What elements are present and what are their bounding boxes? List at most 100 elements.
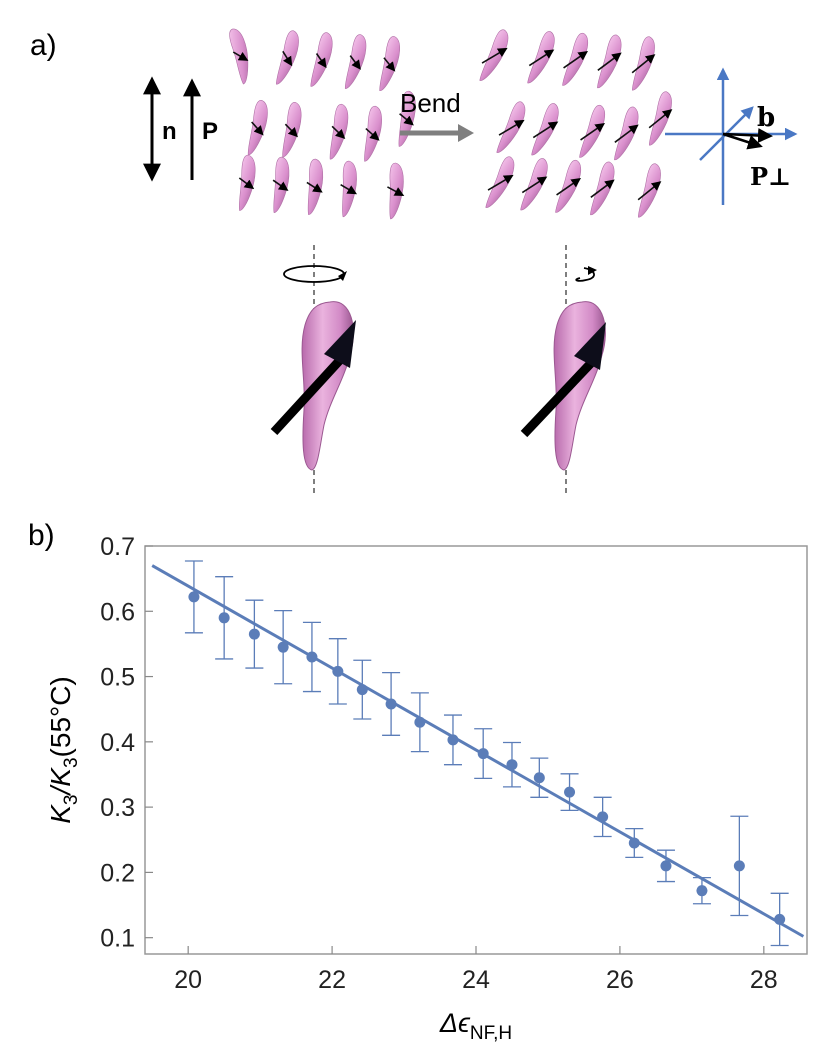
x-tick-label: 28 <box>750 966 778 994</box>
x-tick-label: 24 <box>462 966 490 994</box>
molecule-icon <box>478 27 513 86</box>
molecule-icon <box>519 156 552 215</box>
data-point <box>382 671 401 736</box>
data-marker <box>414 716 426 728</box>
fit-line-segment <box>151 564 805 938</box>
x-tick-label: 26 <box>606 966 634 994</box>
molecule-icon <box>227 26 256 85</box>
data-marker <box>188 591 200 603</box>
data-point <box>625 828 644 859</box>
data-marker <box>506 759 518 771</box>
x-tick-label: 20 <box>174 966 202 994</box>
axis-triad-icon <box>665 67 798 205</box>
molecule-cluster-unbent <box>227 26 418 220</box>
data-marker <box>385 698 397 710</box>
x-axis: 20 22 24 26 28 <box>174 946 778 994</box>
molecule-icon <box>328 103 351 162</box>
b-vector-label: b <box>757 103 775 133</box>
data-point <box>184 560 203 634</box>
y-axis-title: K3/K3(55°C) <box>45 676 82 824</box>
data-marker <box>597 811 609 823</box>
data-point <box>593 796 612 838</box>
data-point <box>443 714 462 766</box>
n-label: n <box>162 118 177 145</box>
data-marker <box>660 860 672 872</box>
molecule-icon <box>630 35 659 94</box>
data-point <box>410 692 429 753</box>
molecule-icon <box>281 101 304 160</box>
molecule-icon <box>274 29 303 88</box>
x-axis-title: ΔϵNF,H <box>439 1008 512 1044</box>
y-axis: 0.1 0.2 0.3 0.4 0.5 0.6 0.7 <box>100 533 153 953</box>
data-marker <box>533 772 545 784</box>
data-marker <box>447 734 459 746</box>
data-point <box>328 638 347 705</box>
molecule-icon <box>343 33 370 92</box>
molecule-icon <box>636 162 665 221</box>
molecule-icon <box>577 103 609 162</box>
data-marker <box>477 748 489 760</box>
molecule-large-right <box>520 301 606 471</box>
data-marker <box>277 641 289 653</box>
panel-b-label: b) <box>28 519 55 552</box>
molecule-icon <box>397 90 418 149</box>
y-tick-label: 0.4 <box>100 729 135 757</box>
y-tick-label: 0.7 <box>100 533 135 561</box>
data-point <box>353 659 372 720</box>
molecule-icon <box>526 29 559 88</box>
molecule-icon <box>378 35 403 94</box>
data-marker <box>733 860 745 872</box>
y-tick-label: 0.1 <box>100 925 135 953</box>
y-tick-label: 0.3 <box>100 794 135 822</box>
molecule-icon <box>272 156 291 214</box>
molecule-icon <box>484 154 519 213</box>
molecule-icon <box>306 158 324 216</box>
molecule-icon <box>647 90 676 149</box>
data-point <box>770 892 789 947</box>
y-tick-label: 0.6 <box>100 598 135 626</box>
y-tick-label: 0.5 <box>100 664 135 692</box>
molecule-cluster-bent <box>478 27 676 221</box>
molecule-large-left <box>270 301 356 471</box>
bend-arrow-icon <box>400 124 474 142</box>
data-marker <box>564 786 576 798</box>
molecule-icon <box>595 33 625 92</box>
molecule-icon <box>362 105 384 164</box>
molecule-icon <box>553 158 585 217</box>
data-point <box>502 741 521 788</box>
molecule-icon <box>237 154 257 212</box>
data-point <box>560 773 579 812</box>
molecule-icon <box>612 105 642 164</box>
plot-area: 0.1 0.2 0.3 0.4 0.5 0.6 0.7 20 22 24 26 28 <box>100 533 808 994</box>
data-marker <box>774 913 786 925</box>
p-perp-label: P⊥ <box>750 162 791 191</box>
molecule-icon <box>530 101 563 160</box>
molecule-icon <box>387 162 405 220</box>
data-marker <box>218 612 230 624</box>
molecule-icon <box>495 99 530 158</box>
y-axis-title-group: K3/K3(55°C) <box>45 676 82 824</box>
data-marker <box>306 651 318 663</box>
molecule-icon <box>246 99 271 158</box>
data-marker <box>696 885 708 897</box>
data-point <box>692 876 711 905</box>
molecule-icon <box>340 160 358 218</box>
data-marker <box>356 684 368 696</box>
fit-line <box>151 564 805 938</box>
data-point <box>730 815 749 917</box>
data-point <box>245 599 264 669</box>
molecule-icon <box>309 31 336 90</box>
data-point <box>302 621 321 693</box>
data-series <box>184 560 789 947</box>
data-point <box>474 728 493 780</box>
molecule-icon <box>588 160 618 219</box>
molecule-icon <box>560 31 592 90</box>
y-tick-label: 0.2 <box>100 859 135 887</box>
bend-label: Bend <box>400 88 461 118</box>
p-label: P <box>202 118 218 145</box>
data-marker <box>248 628 260 640</box>
data-point <box>656 849 675 883</box>
panel-a-label: a) <box>30 29 57 62</box>
data-point <box>274 609 293 685</box>
